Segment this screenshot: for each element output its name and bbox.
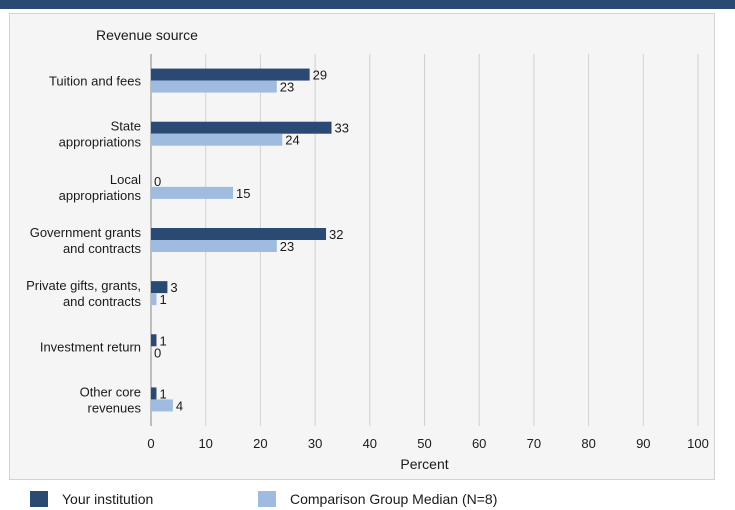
bar-your-institution — [151, 68, 310, 81]
category-label: State — [111, 119, 141, 134]
data-label-your-institution: 33 — [335, 121, 349, 136]
data-label-your-institution: 32 — [329, 227, 343, 242]
data-label-your-institution: 29 — [313, 68, 327, 83]
data-label-comparison-group: 15 — [236, 186, 250, 201]
legend-label-your-institution: Your institution — [62, 491, 154, 507]
data-label-comparison-group: 1 — [159, 292, 166, 307]
data-label-your-institution: 3 — [170, 280, 177, 295]
bar-comparison-group — [151, 133, 283, 146]
category-label: and contracts — [63, 294, 142, 309]
legend-label-comparison-group: Comparison Group Median (N=8) — [290, 491, 498, 507]
category-label: Investment return — [40, 339, 141, 354]
bar-comparison-group — [151, 399, 173, 412]
bar-comparison-group — [151, 240, 277, 252]
category-axis-title: Revenue source — [96, 27, 198, 43]
x-tick-label: 20 — [253, 436, 267, 451]
x-tick-label: 70 — [527, 436, 541, 451]
data-label-comparison-group: 24 — [285, 133, 299, 148]
category-label: Government grants — [30, 225, 142, 240]
legend-swatch-your-institution — [30, 491, 48, 507]
x-tick-label: 0 — [147, 436, 154, 451]
x-tick-label: 90 — [636, 436, 650, 451]
bar-comparison-group — [151, 80, 277, 93]
bar-your-institution — [151, 334, 157, 347]
category-label: Private gifts, grants, — [26, 278, 141, 293]
data-label-your-institution: 1 — [159, 386, 166, 401]
category-label: appropriations — [59, 135, 142, 150]
data-label-your-institution: 0 — [154, 174, 161, 189]
x-tick-label: 40 — [363, 436, 377, 451]
chart-frame: 0 10 20 30 40 50 60 70 80 90 100 Revenue source Perc… — [9, 13, 715, 480]
category-label: Other core — [80, 384, 141, 399]
data-label-comparison-group: 23 — [280, 80, 294, 95]
x-axis-title: Percent — [400, 456, 448, 472]
data-label-comparison-group: 0 — [154, 345, 161, 360]
data-label-comparison-group: 23 — [280, 239, 294, 254]
bar-your-institution — [151, 121, 332, 134]
x-tick-label: 80 — [581, 436, 595, 451]
category-label: Local — [110, 172, 141, 187]
bar-your-institution — [151, 281, 168, 294]
bar-comparison-group — [151, 293, 157, 306]
bar-comparison-group — [151, 186, 234, 199]
data-label-your-institution: 1 — [159, 333, 166, 348]
category-label: Tuition and fees — [49, 74, 142, 89]
legend-swatch-comparison-group — [258, 491, 276, 507]
category-label: and contracts — [63, 241, 142, 256]
bar-your-institution — [151, 387, 157, 400]
x-tick-label: 60 — [472, 436, 486, 451]
x-tick-label: 30 — [308, 436, 322, 451]
category-label: revenues — [88, 400, 142, 415]
data-label-comparison-group: 4 — [176, 398, 183, 413]
x-tick-label: 10 — [198, 436, 212, 451]
x-tick-label: 100 — [687, 436, 709, 451]
x-tick-label: 50 — [417, 436, 431, 451]
category-label: appropriations — [59, 188, 142, 203]
top-accent-bar — [0, 0, 735, 9]
bar-your-institution — [151, 228, 327, 240]
